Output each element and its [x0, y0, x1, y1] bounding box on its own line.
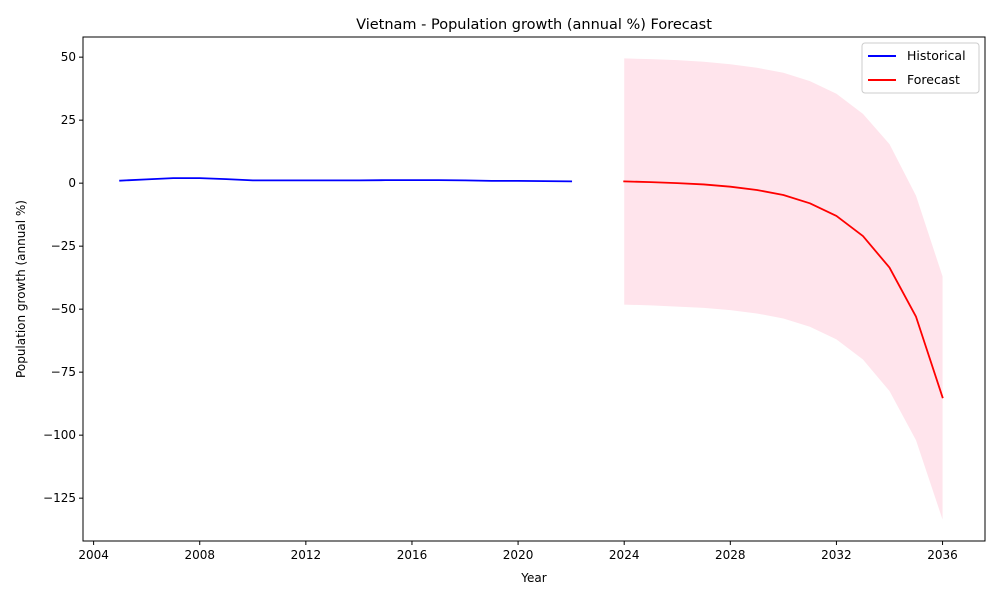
x-tick-label: 2024: [609, 548, 640, 562]
x-tick-label: 2012: [291, 548, 322, 562]
y-tick-label: −75: [51, 365, 76, 379]
y-tick-label: 25: [61, 113, 76, 127]
y-tick-label: 0: [68, 176, 76, 190]
plot-area: [119, 58, 944, 520]
x-tick-label: 2028: [715, 548, 746, 562]
series-line-historical: [119, 177, 573, 183]
forecast-confidence-band: [624, 58, 943, 520]
series-line-forecast: [623, 180, 944, 399]
legend-label-forecast: Forecast: [907, 72, 960, 87]
y-tick-label: −25: [51, 239, 76, 253]
x-axis: 2004 2008 2012 2016 2020 2024 2028 2032 2036: [78, 541, 958, 562]
x-tick-label: 2004: [78, 548, 109, 562]
x-tick-label: 2008: [184, 548, 215, 562]
axes-frame: [82, 36, 986, 542]
y-tick-label: −125: [43, 491, 76, 505]
y-axis-label: Population growth (annual %): [14, 200, 28, 378]
x-tick-label: 2036: [927, 548, 958, 562]
y-axis: 50 25 0 −25 −50 −75 −100 −125: [43, 50, 83, 505]
chart-title: Vietnam - Population growth (annual %) F…: [356, 17, 712, 33]
x-tick-label: 2020: [503, 548, 534, 562]
y-tick-label: −50: [51, 302, 76, 316]
legend-label-historical: Historical: [907, 48, 966, 63]
legend: Historical Forecast: [861, 42, 980, 94]
x-axis-label: Year: [520, 571, 546, 585]
y-tick-label: 50: [61, 50, 76, 64]
y-tick-label: −100: [43, 428, 76, 442]
x-tick-label: 2016: [397, 548, 428, 562]
x-tick-label: 2032: [821, 548, 852, 562]
